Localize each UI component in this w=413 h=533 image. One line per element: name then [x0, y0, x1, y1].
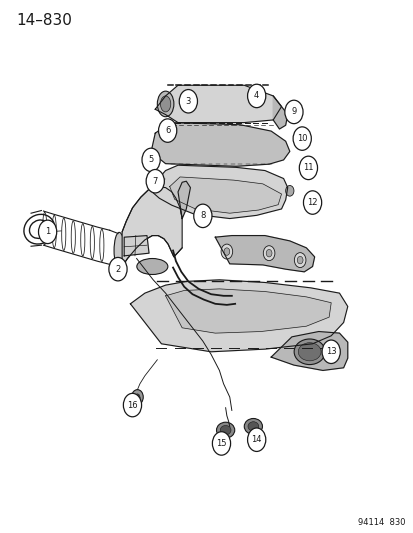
Circle shape: [303, 191, 321, 214]
Ellipse shape: [293, 339, 325, 365]
Circle shape: [142, 148, 160, 172]
Ellipse shape: [247, 422, 258, 431]
Circle shape: [221, 244, 232, 259]
Text: 7: 7: [152, 177, 157, 185]
Circle shape: [223, 248, 229, 255]
Text: 11: 11: [302, 164, 313, 172]
Circle shape: [38, 220, 57, 244]
Text: 4: 4: [254, 92, 259, 100]
Circle shape: [266, 249, 271, 257]
Text: 3: 3: [185, 97, 190, 106]
Circle shape: [285, 185, 293, 196]
Polygon shape: [130, 280, 347, 352]
Polygon shape: [151, 123, 289, 166]
Circle shape: [299, 156, 317, 180]
Circle shape: [179, 90, 197, 113]
Circle shape: [284, 100, 302, 124]
Ellipse shape: [244, 418, 262, 434]
Text: 1: 1: [45, 228, 50, 236]
Circle shape: [247, 84, 265, 108]
Circle shape: [135, 394, 140, 400]
Polygon shape: [155, 85, 281, 123]
Circle shape: [297, 256, 302, 264]
Ellipse shape: [297, 343, 320, 361]
Circle shape: [292, 127, 311, 150]
Circle shape: [321, 340, 339, 364]
Circle shape: [146, 169, 164, 193]
Polygon shape: [165, 289, 330, 333]
Ellipse shape: [216, 422, 234, 438]
Text: 5: 5: [148, 156, 153, 164]
Text: 12: 12: [306, 198, 317, 207]
Circle shape: [263, 246, 274, 261]
Ellipse shape: [114, 232, 124, 269]
Circle shape: [247, 428, 265, 451]
Ellipse shape: [157, 91, 173, 117]
Polygon shape: [124, 236, 149, 256]
Circle shape: [193, 204, 211, 228]
Text: 10: 10: [296, 134, 307, 143]
Polygon shape: [215, 236, 314, 272]
Polygon shape: [169, 177, 281, 213]
Text: 8: 8: [200, 212, 205, 220]
Text: 14: 14: [251, 435, 261, 444]
Text: 2: 2: [115, 265, 120, 273]
Text: 14–830: 14–830: [17, 13, 72, 28]
Text: 16: 16: [127, 401, 138, 409]
Circle shape: [158, 119, 176, 142]
Ellipse shape: [220, 425, 230, 435]
Circle shape: [109, 257, 127, 281]
Circle shape: [131, 390, 143, 405]
Circle shape: [123, 393, 141, 417]
Circle shape: [294, 253, 305, 268]
Polygon shape: [273, 96, 287, 129]
Text: 6: 6: [165, 126, 170, 135]
Text: 13: 13: [325, 348, 336, 356]
Text: 15: 15: [216, 439, 226, 448]
Ellipse shape: [136, 259, 168, 274]
Circle shape: [212, 432, 230, 455]
Polygon shape: [122, 187, 182, 266]
Polygon shape: [271, 332, 347, 370]
Ellipse shape: [160, 96, 171, 112]
Polygon shape: [178, 181, 190, 219]
Text: 9: 9: [291, 108, 296, 116]
Polygon shape: [149, 165, 287, 219]
Text: 94114  830: 94114 830: [357, 518, 405, 527]
